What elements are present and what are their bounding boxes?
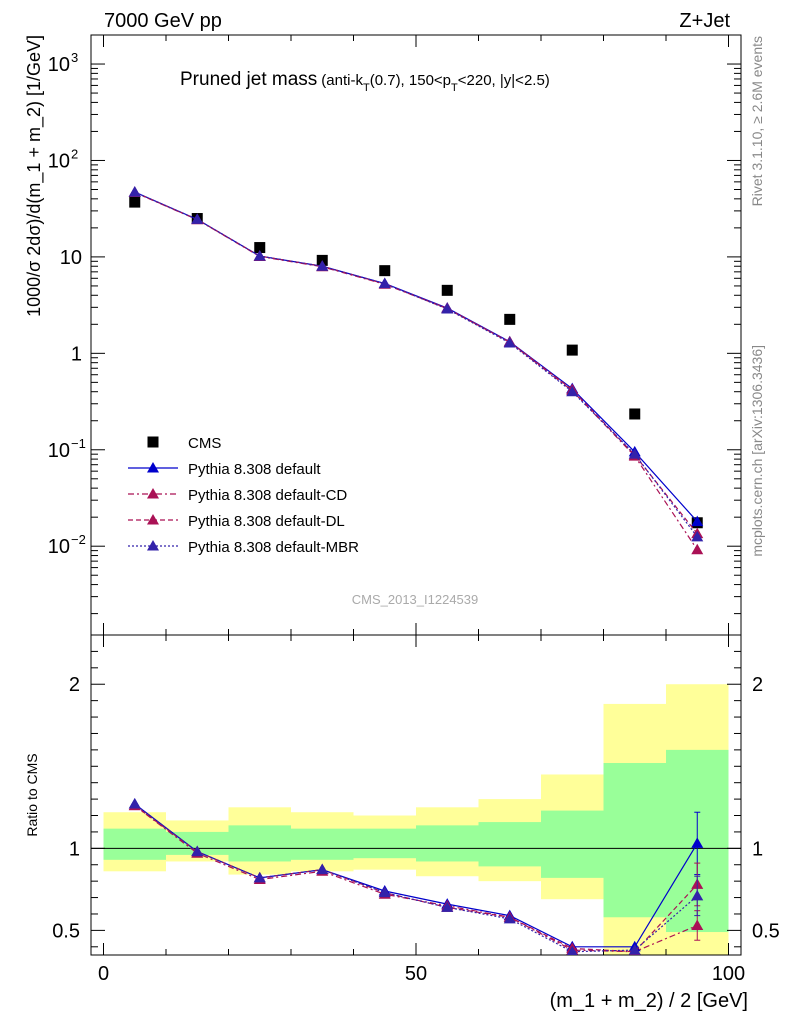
y-axis-label: 1000/σ 2dσ)/d(m_1 + m_2) [1/GeV] [24, 35, 45, 317]
green-band [166, 831, 229, 855]
series-pythia-8-308-default-mbr [128, 186, 704, 542]
data-point [691, 543, 704, 555]
x-tick-label: 0 [98, 963, 109, 985]
legend-item: Pythia 8.308 default-CD [128, 487, 347, 504]
ratio-y-tick-label-right: 2 [752, 674, 763, 696]
data-point [316, 863, 329, 875]
data-point [691, 919, 704, 930]
data-point [691, 837, 704, 848]
ratio-series-pythia-8-308-default-mbr [128, 798, 704, 955]
series-cms [129, 196, 703, 529]
header-process: Z+Jet [679, 10, 730, 32]
green-band [353, 828, 416, 859]
data-point [629, 408, 641, 420]
ratio-y-tick-label-right: 0.5 [752, 920, 780, 942]
x-tick-label: 50 [405, 963, 427, 985]
data-point [566, 344, 578, 356]
green-band [103, 828, 166, 860]
data-point [691, 515, 704, 527]
legend-marker [147, 488, 159, 499]
data-point [191, 213, 204, 224]
green-band [541, 810, 604, 878]
data-point [566, 385, 579, 397]
y-tick-label: 10 [48, 440, 70, 462]
legend-label: Pythia 8.308 default-DL [188, 513, 345, 530]
data-point [253, 250, 266, 261]
series-line [134, 191, 698, 538]
data-point [378, 886, 391, 898]
data-point [316, 260, 329, 271]
data-point [566, 945, 578, 955]
side-label-rivet: Rivet 3.1.10, ≥ 2.6M events [749, 36, 765, 206]
legend-label: Pythia 8.308 default [188, 461, 321, 478]
legend-item: Pythia 8.308 default-DL [128, 513, 345, 530]
data-point [691, 530, 704, 542]
data-point [504, 313, 516, 325]
y-tick-exponent: 3 [71, 50, 78, 65]
data-point [128, 186, 141, 197]
green-band [228, 825, 291, 862]
y-tick-label: 10 [48, 150, 70, 172]
legend-marker [147, 540, 159, 551]
y-tick-exponent: 2 [71, 146, 78, 161]
data-point [441, 303, 454, 314]
series-pythia-8-308-default-dl [128, 186, 704, 539]
legend-item: CMS [147, 435, 221, 452]
y-tick-exponent: −1 [71, 436, 86, 451]
watermark: CMS_2013_I1224539 [352, 592, 479, 607]
data-point [253, 871, 266, 883]
side-label-mcplots: mcplots.cern.ch [arXiv:1306.3436] [749, 345, 765, 557]
data-point [628, 448, 641, 459]
legend-label: Pythia 8.308 default-CD [188, 487, 347, 504]
y-tick-label: 10 [60, 247, 82, 269]
data-point [691, 889, 704, 901]
data-point [628, 944, 641, 955]
y-tick-label: 10 [48, 536, 70, 558]
ratio-uncertainty-bands [103, 684, 729, 955]
legend-marker [147, 436, 159, 448]
data-point [378, 277, 391, 289]
header-energy: 7000 GeV pp [104, 10, 222, 32]
data-series [128, 186, 704, 955]
y-tick-label: 10 [48, 54, 70, 76]
plot-title: Pruned jet mass (anti-kT(0.7), 150<pT<220… [180, 69, 550, 94]
series-line [134, 191, 698, 535]
legend-label: Pythia 8.308 default-MBR [188, 539, 359, 556]
legend-marker [147, 462, 159, 473]
legend: CMS Pythia 8.308 default Pythia 8.308 defa… [128, 435, 359, 556]
y-tick-label: 1 [71, 343, 82, 365]
legend-item: Pythia 8.308 default-MBR [128, 539, 359, 556]
data-point [441, 284, 453, 296]
green-band [603, 763, 666, 918]
legend-marker [147, 514, 159, 525]
data-point [191, 845, 204, 857]
ratio-y-axis-label: Ratio to CMS [24, 753, 40, 836]
data-point [441, 901, 454, 912]
data-point [254, 242, 266, 254]
legend-item: Pythia 8.308 default [128, 461, 321, 478]
green-band [416, 825, 479, 862]
data-point [503, 336, 516, 348]
data-point [503, 912, 516, 924]
y-tick-exponent: −2 [71, 532, 86, 547]
data-point [129, 196, 141, 208]
ratio-y-tick-label: 0.5 [52, 920, 80, 942]
ratio-y-tick-label: 1 [69, 838, 80, 860]
data-point [128, 798, 141, 809]
data-point [379, 265, 391, 277]
ratio-y-tick-label-right: 1 [752, 838, 763, 860]
green-band [478, 822, 541, 867]
x-tick-label: 100 [712, 963, 745, 985]
legend-label: CMS [188, 435, 221, 452]
green-band [291, 828, 354, 860]
x-axis-label: (m_1 + m_2) / 2 [GeV] [550, 990, 748, 1012]
ratio-series-line [134, 803, 698, 953]
ratio-y-tick-label: 2 [69, 674, 80, 696]
